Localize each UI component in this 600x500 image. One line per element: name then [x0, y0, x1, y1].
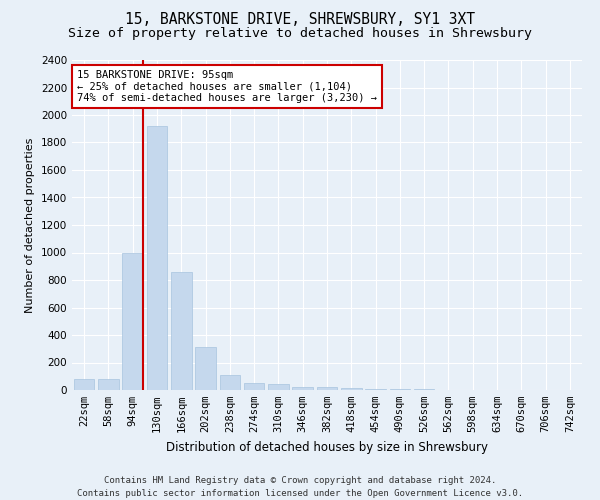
Bar [365, 389, 386, 390]
Bar [341, 388, 362, 390]
Bar [292, 386, 313, 390]
Text: 15, BARKSTONE DRIVE, SHREWSBURY, SY1 3XT: 15, BARKSTONE DRIVE, SHREWSBURY, SY1 3XT [125, 12, 475, 28]
Bar [171, 272, 191, 390]
X-axis label: Distribution of detached houses by size in Shrewsbury: Distribution of detached houses by size … [166, 440, 488, 454]
Text: Contains HM Land Registry data © Crown copyright and database right 2024.
Contai: Contains HM Land Registry data © Crown c… [77, 476, 523, 498]
Text: Size of property relative to detached houses in Shrewsbury: Size of property relative to detached ho… [68, 28, 532, 40]
Y-axis label: Number of detached properties: Number of detached properties [25, 138, 35, 312]
Bar [195, 348, 216, 390]
Bar [74, 379, 94, 390]
Bar [98, 379, 119, 390]
Bar [317, 387, 337, 390]
Bar [268, 384, 289, 390]
Text: 15 BARKSTONE DRIVE: 95sqm
← 25% of detached houses are smaller (1,104)
74% of se: 15 BARKSTONE DRIVE: 95sqm ← 25% of detac… [77, 70, 377, 103]
Bar [244, 383, 265, 390]
Bar [122, 252, 143, 390]
Bar [146, 126, 167, 390]
Bar [220, 375, 240, 390]
